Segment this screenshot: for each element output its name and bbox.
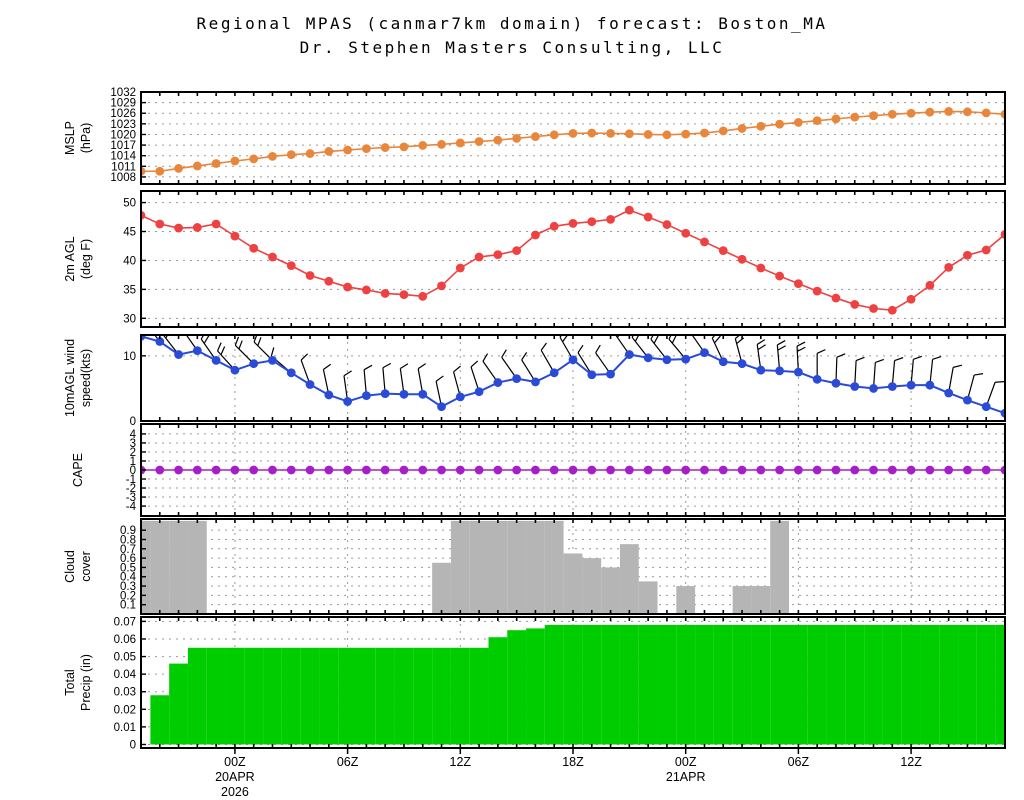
svg-text:1008: 1008	[110, 172, 136, 184]
svg-text:1029: 1029	[110, 98, 136, 110]
svg-text:1026: 1026	[110, 108, 136, 120]
svg-text:1017: 1017	[110, 140, 136, 152]
temp2m-axis-label: 2m AGL	[63, 236, 77, 281]
cloudcover-axis-label: Cloud	[63, 550, 77, 583]
svg-text:-4: -4	[126, 501, 137, 513]
svg-text:0.6: 0.6	[120, 553, 136, 565]
temp2m-frame	[140, 190, 1006, 328]
cloudcover-plot-area	[141, 519, 1005, 614]
x-tick-label: 06Z	[788, 755, 810, 769]
precip-axis-label: Total	[63, 669, 77, 695]
wind10m-axis-label: 10mAGL wind	[63, 339, 77, 417]
svg-text:0: 0	[130, 416, 136, 428]
temp2m-axis-label: (deg F)	[79, 239, 93, 279]
cape-points	[140, 465, 1006, 475]
mslp-axis-label: (hPa)	[79, 123, 93, 154]
mslp-points	[140, 107, 1006, 176]
svg-text:3: 3	[130, 438, 136, 450]
svg-text:0.5: 0.5	[120, 562, 136, 574]
cloudcover-axis-label: cover	[79, 551, 93, 582]
x-tick-label: 12Z	[450, 755, 472, 769]
wind10m-axis-label: speed(kts)	[79, 349, 93, 407]
x-tick-label: 21APR	[666, 770, 706, 784]
svg-text:0: 0	[130, 465, 136, 477]
x-tick-label: 00Z	[224, 755, 246, 769]
svg-text:30: 30	[123, 313, 136, 325]
wind10m-plot-area	[140, 335, 1006, 421]
svg-text:0.2: 0.2	[120, 590, 136, 602]
panel-cloudcover: 0.90.80.70.60.50.40.30.20.1 Cloud cover	[63, 518, 1006, 615]
svg-text:0.06: 0.06	[114, 634, 136, 646]
svg-text:0.8: 0.8	[120, 534, 136, 546]
svg-text:0.4: 0.4	[120, 572, 137, 584]
mslp-line	[141, 110, 1006, 173]
page-subtitle: Dr. Stephen Masters Consulting, LLC	[299, 38, 725, 57]
wind10m-points	[140, 335, 1006, 418]
wind10m-frame	[140, 334, 1006, 422]
precip-plot-area	[141, 617, 1005, 748]
svg-text:1023: 1023	[110, 119, 136, 131]
svg-text:0.9: 0.9	[120, 525, 136, 537]
svg-text:35: 35	[123, 284, 136, 296]
svg-text:50: 50	[123, 198, 136, 210]
mslp-plot-area	[140, 92, 1006, 178]
wind10m-line	[140, 335, 1006, 415]
svg-text:0.7: 0.7	[120, 544, 136, 556]
svg-text:1014: 1014	[110, 151, 136, 163]
mslp-frame	[140, 91, 1006, 185]
cape-plot-area	[140, 424, 1006, 516]
svg-text:0.3: 0.3	[120, 581, 136, 593]
cloudcover-y-axis: 0.90.80.70.60.50.40.30.20.1 Cloud cover	[63, 525, 146, 612]
svg-text:1020: 1020	[110, 129, 136, 141]
svg-text:45: 45	[123, 227, 136, 239]
temp2m-plot-area	[140, 202, 1006, 319]
svg-text:4: 4	[130, 429, 137, 441]
page-title: Regional MPAS (canmar7km domain) forecas…	[196, 14, 828, 33]
svg-text:2: 2	[130, 447, 136, 459]
svg-text:-2: -2	[126, 483, 136, 495]
svg-text:0.02: 0.02	[114, 704, 136, 716]
svg-text:1011: 1011	[111, 161, 136, 173]
svg-text:1032: 1032	[110, 87, 136, 99]
x-tick-label: 00Z	[675, 755, 697, 769]
precip-axis-label: Precip (in)	[79, 654, 93, 711]
svg-text:0.04: 0.04	[114, 669, 137, 681]
svg-text:10: 10	[123, 351, 136, 363]
x-tick-label: 06Z	[337, 755, 359, 769]
svg-text:0.07: 0.07	[114, 616, 136, 628]
mslp-axis-label: MSLP	[63, 121, 77, 155]
precip-series	[150, 624, 1005, 745]
svg-text:-3: -3	[126, 492, 136, 504]
svg-text:40: 40	[123, 255, 136, 267]
x-tick-label: 18Z	[562, 755, 584, 769]
panel-precip: 0.07 0.06 0.05 0.04 0.03 0.02 0.01 0 Total Precip…	[63, 616, 1006, 751]
svg-text:0.03: 0.03	[114, 687, 136, 699]
svg-text:0.05: 0.05	[114, 652, 136, 664]
svg-text:1: 1	[130, 456, 136, 468]
x-tick-label: 20APR	[215, 770, 255, 784]
mslp-hour-ticks	[140, 92, 1006, 184]
cloudcover-frame	[140, 518, 1006, 615]
x-tick-label: 2026	[221, 785, 249, 799]
panel-wind10m: 0 10 10mAGL wind speed(kts)	[63, 334, 1006, 428]
svg-text:0.1: 0.1	[120, 600, 136, 612]
svg-text:-1: -1	[126, 474, 136, 486]
panel-temp2m: 30 35 40 45 50 2m AGL (deg F)	[63, 190, 1006, 328]
cape-axis-label: CAPE	[71, 453, 85, 487]
cloudcover-series	[141, 520, 789, 614]
wind10m-y-axis: 0 10 10mAGL wind speed(kts)	[63, 339, 146, 428]
precip-y-axis: 0.07 0.06 0.05 0.04 0.03 0.02 0.01 0 Total Precip…	[63, 616, 146, 751]
svg-text:0: 0	[130, 739, 136, 751]
svg-text:0.01: 0.01	[114, 722, 136, 734]
temp2m-points	[140, 205, 1006, 315]
temp2m-y-axis: 30 35 40 45 50 2m AGL (deg F)	[63, 198, 146, 325]
x-tick-label: 12Z	[900, 755, 922, 769]
